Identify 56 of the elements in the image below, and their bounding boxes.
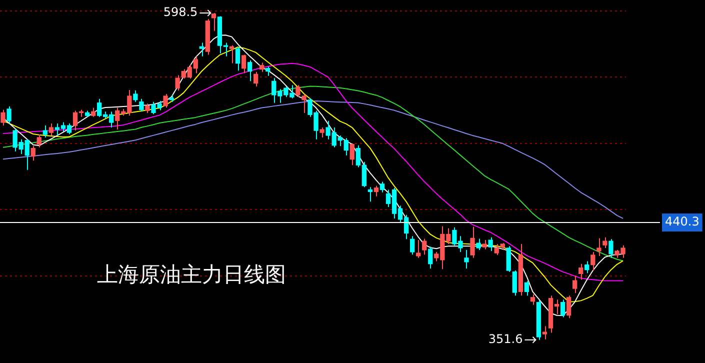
candlestick: [482, 240, 487, 250]
candlestick: [350, 142, 354, 166]
candlestick: [296, 84, 300, 98]
candlestick: [428, 246, 433, 270]
candlestick: [476, 238, 481, 250]
candlestick: [572, 275, 578, 294]
candlestick: [199, 42, 204, 57]
candlestick: [602, 236, 608, 248]
candlestick: [175, 74, 180, 91]
candlestick: [253, 71, 258, 87]
candlestick: [368, 186, 373, 202]
candlestick: [416, 240, 421, 258]
candlestick: [566, 295, 572, 319]
candlestick: [530, 294, 536, 306]
candlestick: [422, 238, 427, 256]
candlestick: [578, 263, 584, 280]
candlestick: [48, 123, 54, 136]
candlestick: [211, 12, 216, 32]
candlestick: [320, 127, 324, 138]
candlestick: [524, 280, 530, 296]
candlestick: [608, 238, 614, 258]
candlestick: [139, 98, 144, 112]
candlestick: [6, 106, 12, 124]
candlestick: [596, 238, 602, 256]
candlestick: [542, 326, 548, 340]
candlestick: [30, 146, 36, 162]
candlestick: [163, 94, 168, 108]
candlestick: [90, 107, 96, 118]
candlestick: [512, 270, 517, 296]
candlestick: [133, 90, 138, 102]
candlestick: [247, 60, 252, 82]
candlestick: [380, 181, 385, 193]
candlestick: [235, 46, 240, 72]
candlestick: [488, 236, 493, 252]
candlestick: [560, 299, 566, 318]
candlestick: [241, 54, 246, 74]
annotation: 598.5: [163, 5, 198, 20]
annotation: 351.6: [488, 332, 523, 346]
candlestick: [0, 109, 6, 126]
candlestick: [36, 134, 42, 148]
candlestick: [590, 251, 596, 272]
candlestick: [42, 125, 48, 138]
candlestick: [410, 236, 415, 256]
annotation: 上海原油主力日线图: [97, 262, 286, 286]
candlestick: [584, 260, 590, 274]
candlestick: [260, 62, 264, 72]
candlestick: [374, 185, 379, 197]
candlestick: [494, 244, 499, 256]
candlestick: [506, 246, 511, 272]
candlestick: [470, 226, 475, 258]
candlestick: [302, 94, 306, 114]
ref-line-label: 440.3: [665, 214, 700, 229]
candlestick: [266, 66, 270, 76]
candlestick: [229, 44, 234, 64]
candlestick: [145, 103, 150, 114]
candlestick: [464, 249, 469, 270]
